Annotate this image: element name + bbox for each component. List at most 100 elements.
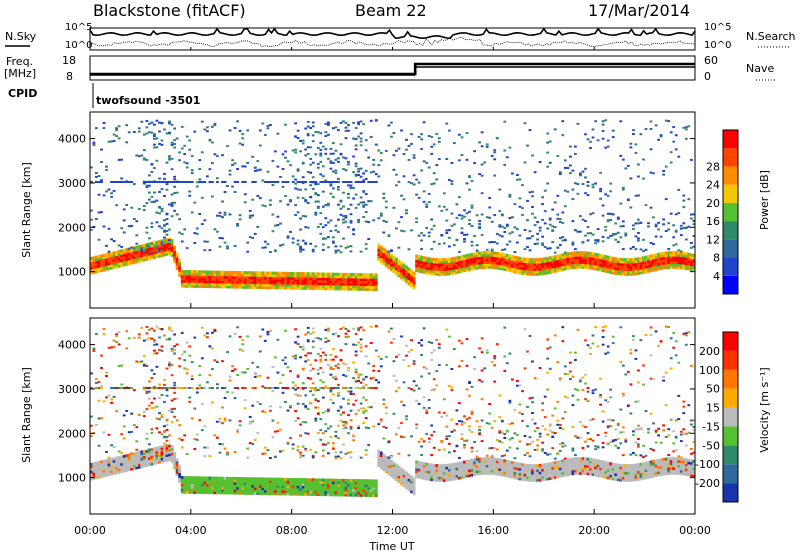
power-cell: [95, 127, 98, 130]
velocity-cell: [309, 377, 313, 380]
power-cell: [279, 276, 282, 280]
power-cell: [450, 271, 454, 275]
power-cell: [203, 282, 207, 286]
power-cell: [379, 159, 383, 162]
power-cell: [178, 261, 181, 265]
velocity-cell: [379, 463, 383, 467]
power-cell: [576, 192, 580, 195]
power-data: [90, 118, 696, 292]
power-cell: [415, 261, 418, 265]
power-cell: [609, 182, 613, 185]
power-cell: [584, 253, 587, 257]
velocity-cell: [195, 483, 199, 487]
velocity-cell: [185, 476, 189, 480]
power-cell: [178, 218, 181, 221]
velocity-cell: [241, 484, 245, 488]
velocity-cell: [347, 390, 350, 393]
power-cell: [659, 235, 663, 238]
power-cell: [553, 262, 557, 266]
velocity-cell: [384, 465, 388, 469]
power-cell: [216, 280, 219, 284]
power-cell: [213, 285, 217, 289]
velocity-cell: [286, 387, 290, 389]
power-cell: [455, 261, 459, 265]
velocity-cell: [352, 393, 355, 395]
power-cell: [664, 198, 668, 201]
velocity-cell: [251, 361, 255, 364]
power-cell: [211, 280, 214, 284]
power-cell: [427, 269, 431, 273]
power-cell: [236, 120, 239, 123]
velocity-cell: [407, 488, 411, 492]
power-cell: [468, 210, 471, 213]
velocity-cell: [294, 388, 297, 391]
velocity-cell: [349, 425, 353, 428]
power-cell: [642, 250, 645, 253]
power-cell: [327, 221, 330, 224]
velocity-cell: [185, 387, 189, 389]
power-cell: [301, 139, 305, 142]
velocity-cell: [362, 484, 366, 488]
power-cell: [442, 270, 446, 274]
power-cell: [324, 179, 328, 182]
velocity-cell: [135, 448, 139, 451]
velocity-cell: [357, 327, 360, 330]
power-cell: [137, 130, 141, 133]
power-cell: [566, 267, 570, 270]
power-cell: [155, 243, 159, 247]
power-cell: [463, 269, 466, 273]
velocity-cell: [437, 411, 441, 414]
power-cell: [485, 258, 489, 262]
velocity-cell: [185, 483, 189, 487]
velocity-cell: [405, 415, 408, 418]
velocity-cell: [127, 337, 131, 340]
power-cell: [647, 255, 650, 259]
power-cell: [372, 278, 376, 282]
power-cell: [384, 261, 388, 265]
power-cell: [170, 215, 174, 218]
power-cell: [344, 126, 348, 129]
velocity-cell: [397, 475, 401, 479]
velocity-cell: [316, 488, 320, 492]
power-cell: [513, 251, 517, 254]
velocity-cell: [334, 451, 338, 454]
velocity-cell: [221, 406, 224, 409]
power-cell: [672, 256, 676, 259]
power-cell: [117, 250, 121, 253]
power-cell: [211, 270, 214, 274]
power-cell: [339, 153, 343, 156]
velocity-cell: [271, 387, 275, 389]
power-cell: [430, 257, 434, 261]
velocity-cell: [132, 466, 136, 470]
power-cell: [329, 272, 333, 276]
velocity-cell: [412, 389, 416, 392]
power-cell: [228, 213, 232, 216]
power-cell: [306, 132, 310, 135]
velocity-cell: [112, 469, 116, 473]
velocity-cell: [339, 493, 343, 497]
power-cell: [163, 243, 166, 247]
velocity-cell: [319, 367, 323, 369]
velocity-cell: [195, 486, 199, 489]
power-cell: [574, 248, 577, 251]
velocity-cell: [377, 355, 381, 358]
power-cell: [654, 253, 658, 257]
velocity-cell: [397, 477, 401, 481]
velocity-cell: [145, 332, 149, 335]
velocity-cell: [261, 489, 265, 493]
power-cell: [327, 282, 330, 286]
power-cell: [629, 263, 633, 266]
power-cell: [145, 231, 149, 234]
velocity-cell: [115, 471, 118, 475]
power-cell: [556, 254, 560, 258]
power-cell: [223, 241, 227, 244]
velocity-cell: [208, 488, 212, 492]
power-cell: [165, 188, 169, 191]
velocity-cell: [324, 358, 328, 361]
power-cell: [216, 282, 219, 286]
power-cell: [374, 283, 378, 287]
power-cell: [470, 204, 474, 207]
velocity-cell: [347, 414, 350, 417]
velocity-cell: [200, 402, 204, 405]
